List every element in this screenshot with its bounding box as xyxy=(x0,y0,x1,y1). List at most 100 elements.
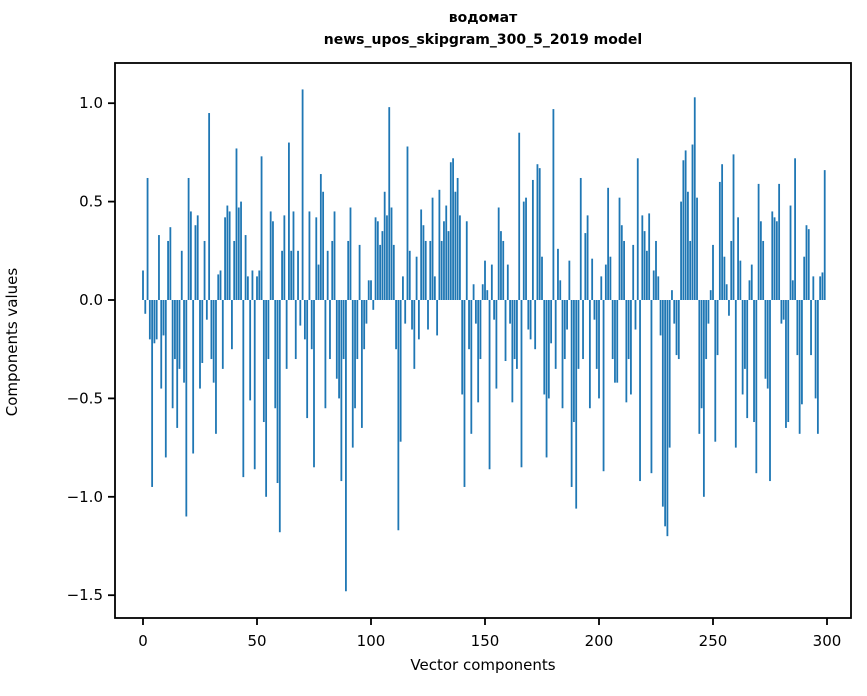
bar xyxy=(269,211,272,300)
bar xyxy=(536,164,539,300)
x-tick-label: 300 xyxy=(813,632,842,650)
chart-title: водомат xyxy=(448,10,518,26)
bar xyxy=(550,300,553,344)
bar xyxy=(370,280,372,300)
bar xyxy=(522,201,525,300)
bar xyxy=(356,300,359,360)
bar xyxy=(741,300,744,395)
bar xyxy=(148,300,151,340)
bar xyxy=(502,240,505,300)
bar xyxy=(283,215,286,300)
bar xyxy=(313,300,315,468)
bar xyxy=(155,300,158,340)
bar xyxy=(189,211,192,300)
bar xyxy=(217,274,220,300)
bar xyxy=(390,207,393,300)
bar xyxy=(459,215,461,300)
bar xyxy=(705,300,708,360)
bar xyxy=(486,290,489,300)
bar xyxy=(422,225,425,300)
bar xyxy=(474,300,477,324)
bar xyxy=(684,150,687,300)
bar xyxy=(714,300,717,442)
bar xyxy=(349,207,352,300)
bar xyxy=(552,109,555,300)
bar xyxy=(509,300,511,324)
bar xyxy=(598,300,600,399)
bar xyxy=(187,177,190,300)
bar xyxy=(433,276,436,300)
bar xyxy=(142,270,144,300)
bar xyxy=(281,250,283,300)
bar xyxy=(308,211,311,300)
bar xyxy=(463,300,466,487)
bar xyxy=(627,300,630,360)
bar xyxy=(452,158,454,300)
bar xyxy=(518,132,521,300)
bar xyxy=(732,154,735,300)
bar xyxy=(609,256,612,300)
bar xyxy=(335,300,338,379)
bar xyxy=(554,300,557,369)
bar xyxy=(725,284,728,300)
bar xyxy=(753,300,755,423)
bar xyxy=(794,158,796,300)
bar xyxy=(803,256,806,300)
bar xyxy=(488,300,491,470)
bar xyxy=(367,280,370,300)
bar xyxy=(194,225,197,300)
bar xyxy=(424,240,427,300)
bar xyxy=(541,256,543,300)
bar xyxy=(620,225,623,300)
bar xyxy=(497,207,500,300)
bar xyxy=(668,300,671,448)
bar xyxy=(306,300,309,419)
bar xyxy=(602,300,605,472)
x-tick-label: 200 xyxy=(585,632,614,650)
bar xyxy=(315,217,318,300)
bar xyxy=(801,300,803,405)
bar xyxy=(504,300,507,362)
bar xyxy=(221,300,224,369)
bar xyxy=(652,270,655,300)
bar xyxy=(347,240,350,300)
bar xyxy=(673,300,676,324)
bar xyxy=(226,205,229,300)
bar xyxy=(696,197,698,300)
bar xyxy=(702,300,705,497)
bar xyxy=(185,300,188,517)
bar xyxy=(493,300,496,320)
bar xyxy=(411,300,413,330)
bar xyxy=(242,300,245,478)
bar xyxy=(203,240,206,300)
x-tick-label: 250 xyxy=(699,632,728,650)
bar xyxy=(545,300,548,458)
bar xyxy=(819,276,822,300)
bar xyxy=(454,191,457,300)
bar xyxy=(196,215,199,300)
bar xyxy=(174,300,176,360)
bar xyxy=(397,300,400,531)
bar xyxy=(789,205,792,300)
bar xyxy=(167,240,169,300)
bar xyxy=(431,197,434,300)
bar xyxy=(634,300,637,330)
bar xyxy=(246,276,249,300)
x-tick-label: 150 xyxy=(471,632,500,650)
bar xyxy=(169,227,172,300)
bar xyxy=(570,300,573,487)
bar xyxy=(823,170,826,300)
bar xyxy=(630,300,632,395)
bar xyxy=(680,201,682,300)
bar xyxy=(244,235,247,300)
bar xyxy=(812,276,815,300)
bar xyxy=(771,211,774,300)
bar xyxy=(326,250,329,300)
bar xyxy=(365,300,368,324)
bar xyxy=(383,191,386,300)
bar xyxy=(288,142,290,300)
bar xyxy=(723,256,726,300)
bar xyxy=(402,276,404,300)
bar xyxy=(329,300,331,360)
